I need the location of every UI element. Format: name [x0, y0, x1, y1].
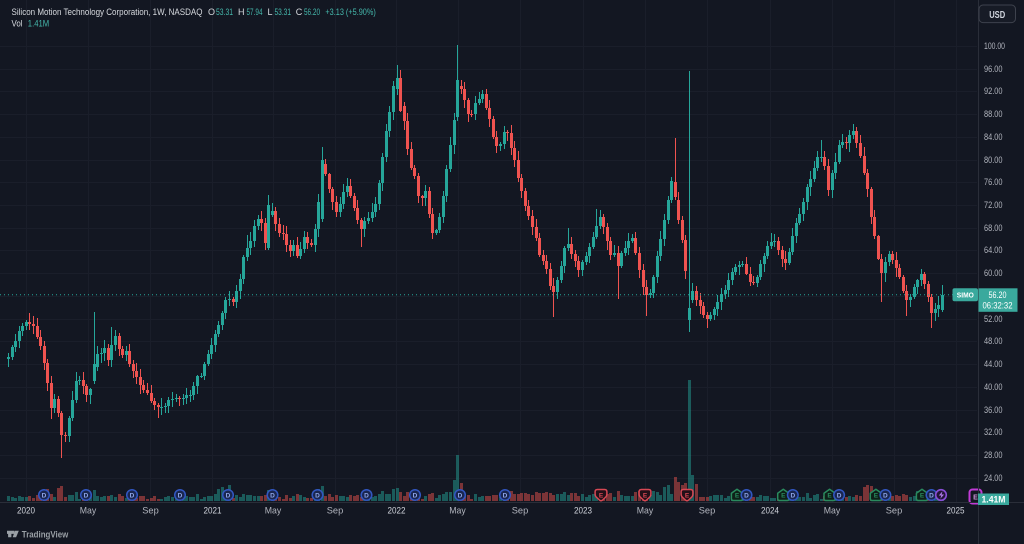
svg-text:Vol: Vol	[12, 19, 23, 29]
svg-text:E: E	[599, 492, 604, 499]
svg-text:88.00: 88.00	[984, 109, 1003, 119]
svg-text:28.00: 28.00	[984, 450, 1003, 460]
svg-text:60.00: 60.00	[984, 268, 1003, 278]
svg-text:D: D	[130, 493, 135, 500]
svg-text:USD: USD	[989, 9, 1005, 21]
svg-text:D: D	[503, 493, 508, 500]
svg-text:68.00: 68.00	[984, 223, 1003, 233]
svg-text:2024: 2024	[761, 506, 779, 517]
svg-text:53.31: 53.31	[275, 7, 292, 17]
svg-text:72.00: 72.00	[984, 200, 1003, 210]
svg-text:E: E	[973, 495, 978, 502]
svg-text:76.00: 76.00	[984, 177, 1003, 187]
svg-text:Silicon Motion Technology Corp: Silicon Motion Technology Corporation, 1…	[12, 7, 203, 17]
svg-text:May: May	[824, 506, 841, 517]
svg-text:D: D	[458, 493, 463, 500]
svg-text:100.00: 100.00	[984, 41, 1005, 51]
svg-text:96.00: 96.00	[984, 64, 1003, 74]
svg-text:36.00: 36.00	[984, 405, 1003, 415]
svg-text:56.20: 56.20	[989, 290, 1007, 301]
svg-text:D: D	[84, 493, 89, 500]
svg-text:64.00: 64.00	[984, 245, 1003, 255]
svg-text:Sep: Sep	[327, 506, 344, 517]
svg-text:D: D	[270, 493, 275, 500]
svg-text:D: D	[790, 493, 795, 500]
svg-text:D: D	[929, 493, 934, 500]
svg-text:84.00: 84.00	[984, 132, 1003, 142]
svg-text:+3.13 (+5.90%): +3.13 (+5.90%)	[325, 7, 375, 17]
svg-text:D: D	[883, 493, 888, 500]
svg-text:44.00: 44.00	[984, 359, 1003, 369]
svg-text:32.00: 32.00	[984, 427, 1003, 437]
svg-text:May: May	[637, 506, 654, 517]
svg-text:E: E	[735, 493, 740, 500]
svg-text:24.00: 24.00	[984, 473, 1003, 483]
svg-text:2020: 2020	[17, 506, 35, 517]
svg-text:E: E	[781, 493, 786, 500]
svg-text:2023: 2023	[574, 506, 592, 517]
svg-text:D: D	[837, 493, 842, 500]
svg-text:80.00: 80.00	[984, 155, 1003, 165]
svg-text:C: C	[296, 7, 303, 17]
svg-text:D: D	[178, 493, 183, 500]
svg-text:1.41M: 1.41M	[982, 494, 1006, 504]
svg-text:May: May	[449, 506, 466, 517]
svg-text:52.00: 52.00	[984, 314, 1003, 324]
svg-text:1.41M: 1.41M	[28, 19, 49, 29]
svg-text:48.00: 48.00	[984, 336, 1003, 346]
svg-text:2021: 2021	[204, 506, 222, 517]
svg-text:TradingView: TradingView	[22, 529, 69, 540]
svg-text:May: May	[80, 506, 97, 517]
svg-text:D: D	[42, 493, 47, 500]
svg-text:L: L	[268, 7, 273, 17]
svg-text:E: E	[643, 492, 648, 499]
svg-text:D: D	[413, 493, 418, 500]
svg-text:D: D	[364, 493, 369, 500]
svg-text:2025: 2025	[947, 506, 965, 517]
svg-text:56.20: 56.20	[304, 7, 320, 17]
svg-text:E: E	[920, 493, 925, 500]
svg-text:D: D	[315, 493, 320, 500]
svg-text:06:32:32: 06:32:32	[983, 300, 1013, 310]
svg-text:O: O	[208, 7, 215, 17]
svg-text:D: D	[744, 493, 749, 500]
svg-text:E: E	[827, 493, 832, 500]
svg-text:Sep: Sep	[699, 506, 716, 517]
svg-text:E: E	[874, 493, 879, 500]
svg-text:SIMO: SIMO	[957, 291, 974, 300]
svg-text:53.31: 53.31	[216, 7, 233, 17]
svg-text:May: May	[265, 506, 282, 517]
svg-text:E: E	[685, 492, 690, 499]
svg-text:D: D	[226, 493, 231, 500]
svg-text:92.00: 92.00	[984, 86, 1003, 96]
svg-text:2022: 2022	[388, 506, 406, 517]
svg-text:40.00: 40.00	[984, 382, 1003, 392]
svg-text:Sep: Sep	[886, 506, 903, 517]
svg-text:57.94: 57.94	[247, 7, 263, 17]
svg-text:H: H	[238, 7, 245, 17]
svg-text:Sep: Sep	[512, 506, 529, 517]
svg-text:Sep: Sep	[142, 506, 159, 517]
